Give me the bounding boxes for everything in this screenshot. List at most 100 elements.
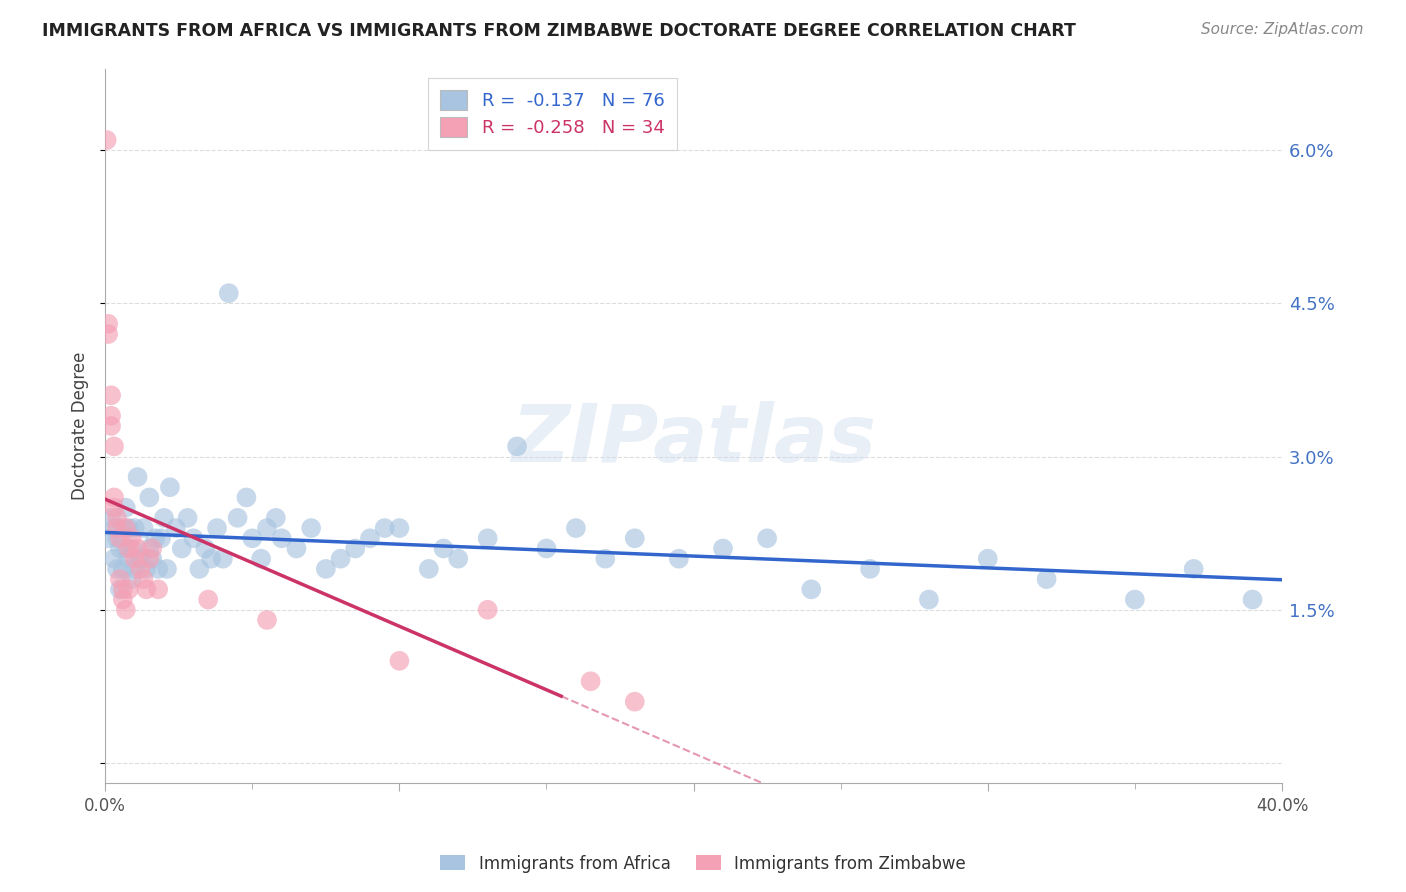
Point xyxy=(97,326,120,341)
Point xyxy=(127,470,149,484)
Point xyxy=(111,562,134,576)
Point xyxy=(170,541,193,556)
Point xyxy=(256,521,278,535)
Point xyxy=(108,582,131,597)
Point xyxy=(1123,592,1146,607)
Point xyxy=(127,541,149,556)
Point xyxy=(118,541,141,556)
Point xyxy=(132,572,155,586)
Point xyxy=(124,551,146,566)
Point xyxy=(218,286,240,301)
Point xyxy=(432,541,454,556)
Point xyxy=(536,541,558,556)
Point xyxy=(103,500,125,515)
Point xyxy=(138,541,160,556)
Point xyxy=(1182,562,1205,576)
Point xyxy=(114,521,136,535)
Point xyxy=(506,439,529,453)
Point xyxy=(103,491,125,505)
Text: Source: ZipAtlas.com: Source: ZipAtlas.com xyxy=(1201,22,1364,37)
Point xyxy=(595,551,617,566)
Point xyxy=(124,562,146,576)
Point xyxy=(146,562,169,576)
Point xyxy=(100,409,122,423)
Point xyxy=(194,541,217,556)
Point xyxy=(108,572,131,586)
Point xyxy=(374,521,396,535)
Point xyxy=(388,654,411,668)
Point xyxy=(264,511,287,525)
Point xyxy=(711,541,734,556)
Point xyxy=(579,674,602,689)
Point xyxy=(668,551,690,566)
Point xyxy=(240,531,263,545)
Point xyxy=(121,572,143,586)
Point xyxy=(100,388,122,402)
Legend: Immigrants from Africa, Immigrants from Zimbabwe: Immigrants from Africa, Immigrants from … xyxy=(433,848,973,880)
Point xyxy=(565,521,588,535)
Point xyxy=(141,541,163,556)
Point xyxy=(135,562,157,576)
Point xyxy=(135,582,157,597)
Point xyxy=(111,582,134,597)
Text: IMMIGRANTS FROM AFRICA VS IMMIGRANTS FROM ZIMBABWE DOCTORATE DEGREE CORRELATION : IMMIGRANTS FROM AFRICA VS IMMIGRANTS FRO… xyxy=(42,22,1076,40)
Point xyxy=(1241,592,1264,607)
Point xyxy=(477,603,499,617)
Point xyxy=(800,582,823,597)
Point xyxy=(447,551,470,566)
Point xyxy=(859,562,882,576)
Point xyxy=(105,511,128,525)
Point xyxy=(212,551,235,566)
Point xyxy=(918,592,941,607)
Point xyxy=(121,541,143,556)
Point xyxy=(153,511,176,525)
Point xyxy=(329,551,352,566)
Point xyxy=(285,541,308,556)
Point xyxy=(1035,572,1057,586)
Point xyxy=(176,511,198,525)
Point xyxy=(146,582,169,597)
Point xyxy=(344,541,367,556)
Point xyxy=(100,511,122,525)
Point xyxy=(159,480,181,494)
Point xyxy=(132,521,155,535)
Point xyxy=(418,562,440,576)
Point xyxy=(108,541,131,556)
Point xyxy=(188,562,211,576)
Point xyxy=(756,531,779,545)
Point xyxy=(141,551,163,566)
Point xyxy=(124,521,146,535)
Point xyxy=(138,551,160,566)
Point xyxy=(114,500,136,515)
Point xyxy=(299,521,322,535)
Point xyxy=(100,419,122,434)
Point xyxy=(105,562,128,576)
Point xyxy=(235,491,257,505)
Point xyxy=(121,531,143,545)
Point xyxy=(143,531,166,545)
Point xyxy=(111,521,134,535)
Point xyxy=(103,439,125,453)
Point xyxy=(388,521,411,535)
Point xyxy=(250,551,273,566)
Legend: R =  -0.137   N = 76, R =  -0.258   N = 34: R = -0.137 N = 76, R = -0.258 N = 34 xyxy=(427,78,678,150)
Point xyxy=(623,695,645,709)
Point xyxy=(623,531,645,545)
Point xyxy=(270,531,292,545)
Point xyxy=(200,551,222,566)
Point xyxy=(105,521,128,535)
Point xyxy=(477,531,499,545)
Point xyxy=(183,531,205,545)
Point xyxy=(111,592,134,607)
Point xyxy=(118,551,141,566)
Point xyxy=(205,521,228,535)
Point xyxy=(118,582,141,597)
Text: ZIPatlas: ZIPatlas xyxy=(510,401,876,479)
Point xyxy=(256,613,278,627)
Point xyxy=(114,541,136,556)
Point xyxy=(108,531,131,545)
Point xyxy=(156,562,179,576)
Y-axis label: Doctorate Degree: Doctorate Degree xyxy=(72,351,89,500)
Point xyxy=(197,592,219,607)
Point xyxy=(105,531,128,545)
